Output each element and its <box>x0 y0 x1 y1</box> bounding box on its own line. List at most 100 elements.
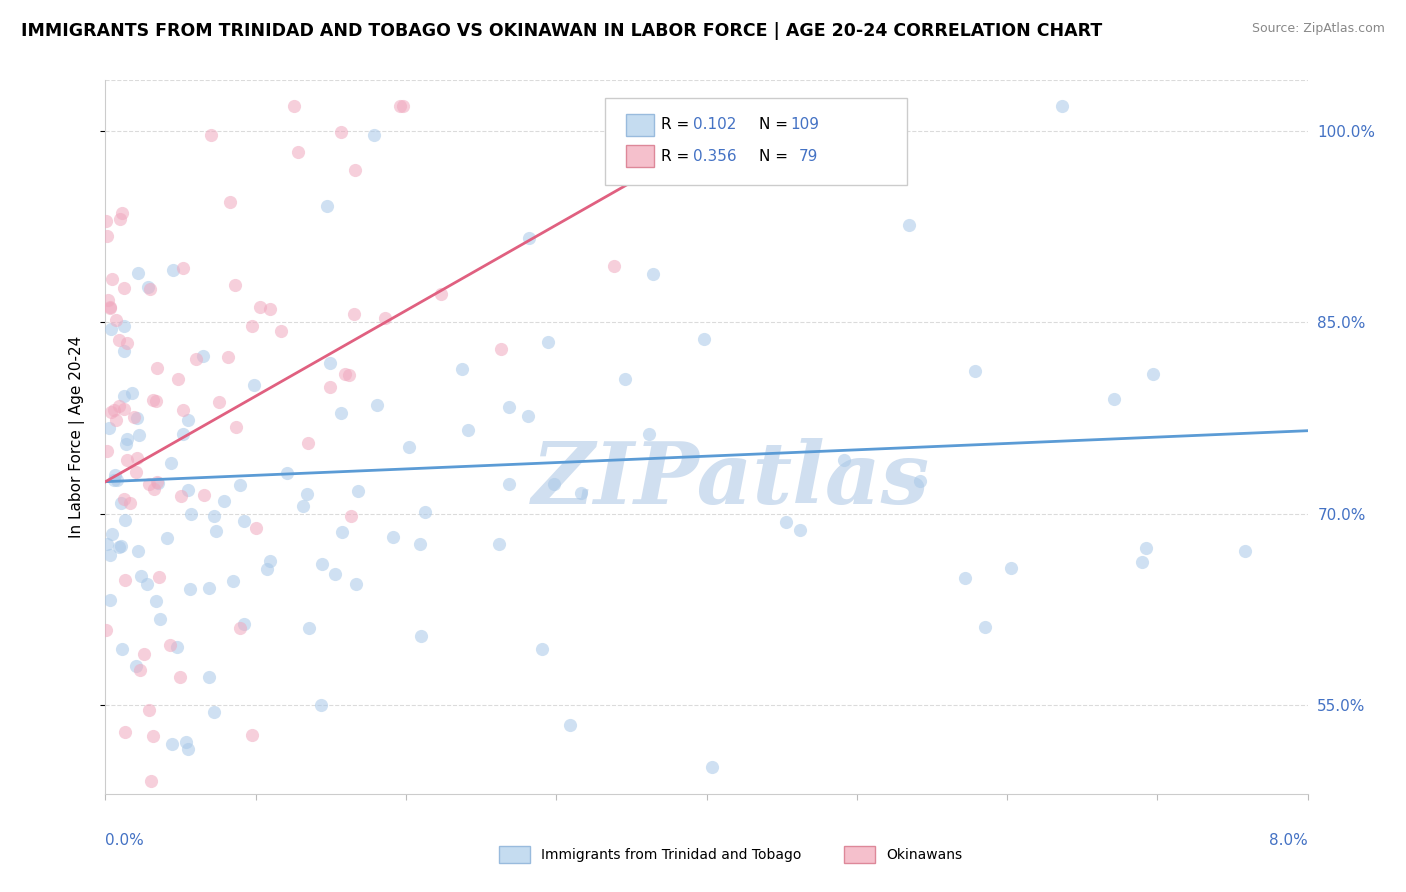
Point <box>335 367 357 381</box>
Point <box>603 259 626 273</box>
Point <box>614 372 637 386</box>
Point <box>138 476 160 491</box>
Point <box>139 282 162 296</box>
Point <box>156 531 179 545</box>
Y-axis label: In Labor Force | Age 20-24: In Labor Force | Age 20-24 <box>69 336 84 538</box>
Point <box>98 301 121 315</box>
Point <box>245 521 267 535</box>
Point <box>114 436 136 450</box>
Point <box>330 525 353 540</box>
Point <box>127 544 149 558</box>
Point <box>366 398 388 412</box>
Point <box>1050 99 1073 113</box>
Point <box>517 230 540 244</box>
Point <box>283 99 305 113</box>
Point <box>162 263 184 277</box>
Point <box>233 515 256 529</box>
Point <box>179 582 201 597</box>
Point <box>149 612 172 626</box>
Point <box>1130 555 1153 569</box>
Point <box>100 526 122 541</box>
Point <box>409 537 432 551</box>
Point <box>186 352 208 367</box>
Point <box>129 568 152 582</box>
Point <box>217 350 239 364</box>
Point <box>319 356 342 370</box>
Point <box>142 393 165 408</box>
Point <box>693 332 716 346</box>
Point <box>229 621 252 635</box>
Point <box>789 99 811 113</box>
Point <box>830 99 852 113</box>
Point <box>488 537 510 551</box>
Point <box>118 496 141 510</box>
Point <box>146 475 169 490</box>
Point <box>330 406 353 420</box>
Point <box>172 426 194 441</box>
Point <box>229 478 252 492</box>
Point <box>169 670 191 684</box>
Point <box>517 409 540 423</box>
Point <box>112 402 135 417</box>
Point <box>457 423 479 437</box>
Point <box>311 557 333 571</box>
Point <box>176 483 198 497</box>
Point <box>259 301 281 316</box>
Point <box>111 642 134 657</box>
Point <box>125 658 148 673</box>
Text: 79: 79 <box>799 149 818 163</box>
Point <box>249 301 271 315</box>
Point <box>224 277 246 292</box>
Point <box>702 760 724 774</box>
Point <box>125 451 148 466</box>
Point <box>180 508 202 522</box>
Point <box>205 524 228 539</box>
Point <box>114 725 136 739</box>
Point <box>94 214 117 228</box>
Text: 0.0%: 0.0% <box>105 833 145 848</box>
Point <box>114 573 136 587</box>
Point <box>97 421 120 435</box>
Point <box>127 266 149 280</box>
Text: R =: R = <box>661 149 695 163</box>
Point <box>344 163 367 178</box>
Point <box>344 577 367 591</box>
Point <box>125 411 148 425</box>
Point <box>112 389 135 403</box>
Point <box>105 312 128 326</box>
Point <box>159 456 181 470</box>
Text: 8.0%: 8.0% <box>1268 833 1308 848</box>
Point <box>955 571 977 585</box>
Point <box>531 642 554 657</box>
Point <box>112 492 135 507</box>
Point <box>569 485 592 500</box>
Point <box>413 505 436 519</box>
Point <box>392 99 415 113</box>
Point <box>96 537 118 551</box>
Point <box>641 267 664 281</box>
Point <box>160 737 183 751</box>
Point <box>202 705 225 719</box>
Point <box>177 412 200 426</box>
Point <box>112 319 135 334</box>
Point <box>98 592 121 607</box>
Point <box>202 509 225 524</box>
Point <box>558 718 581 732</box>
Point <box>240 318 263 333</box>
Point <box>111 206 134 220</box>
Point <box>132 647 155 661</box>
Point <box>136 280 159 294</box>
Point <box>382 530 405 544</box>
Point <box>1234 543 1257 558</box>
Point <box>259 554 281 568</box>
Point <box>789 523 811 537</box>
Point <box>297 621 319 635</box>
Point <box>121 386 143 401</box>
Point <box>96 228 118 243</box>
Point <box>637 426 659 441</box>
Point <box>276 466 298 480</box>
Point <box>112 281 135 295</box>
Point <box>169 489 191 503</box>
Point <box>347 483 370 498</box>
Point <box>98 300 121 314</box>
